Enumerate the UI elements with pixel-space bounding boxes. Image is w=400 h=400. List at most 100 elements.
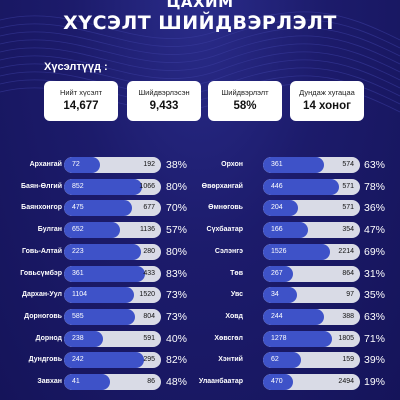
total-value-label: 159 [342, 356, 354, 364]
bar-fill-resolved [263, 330, 332, 347]
bar-track-total: 1278 1805 [263, 330, 360, 347]
bar-fill-resolved [263, 265, 293, 282]
resolved-value-label: 223 [72, 247, 84, 255]
percent-label: 78% [364, 180, 386, 193]
percent-label: 69% [364, 245, 386, 258]
resolved-value-label: 585 [72, 312, 84, 320]
page-title-line-1: ЦАХИМ [166, 0, 234, 11]
bar-track-total: 41 86 [64, 374, 161, 390]
resolved-value-label: 652 [72, 226, 84, 234]
resolved-value-label: 1104 [72, 291, 88, 299]
bar-fill-resolved [64, 374, 110, 390]
stat-card-value: 14,677 [63, 100, 99, 112]
bar-fill-resolved [263, 374, 293, 390]
resolved-value-label: 1278 [271, 334, 287, 342]
bar-track-total: 652 1136 [64, 222, 161, 239]
percent-label: 73% [166, 310, 188, 323]
resolved-value-label: 446 [271, 182, 283, 190]
total-value-label: 1805 [338, 334, 354, 342]
aimag-name: Булган [37, 226, 62, 234]
total-value-label: 295 [143, 356, 155, 364]
bar-fill-resolved [263, 222, 308, 239]
stat-card-label: Нийт хүсэлт [59, 88, 103, 97]
bar-fill-resolved [64, 243, 141, 260]
bar-track-total: 585 804 [64, 308, 161, 325]
page-title-line-2: ХҮСЭЛТ ШИЙДВЭРЛЭЛТ [63, 12, 337, 34]
bar-fill-resolved [64, 308, 135, 325]
total-value-label: 571 [342, 204, 354, 212]
aimag-name: Дундговь [28, 356, 62, 364]
bar-fill-resolved [263, 243, 330, 260]
total-value-label: 574 [342, 161, 354, 168]
total-value-label: 571 [342, 182, 354, 190]
stat-card-label: Дундаж хугацаа [299, 88, 355, 97]
aimag-name: Төв [230, 269, 243, 277]
percent-label: 57% [166, 224, 188, 237]
percent-label: 71% [364, 332, 386, 345]
bar-fill-resolved [64, 352, 144, 369]
stat-card-resolution-rate: Шийдвэрлэлт 58% [208, 81, 282, 121]
resolved-value-label: 242 [72, 356, 84, 364]
requests-section-label: Хүсэлтүүд : [44, 61, 108, 73]
aimag-name: Баянхонгор [21, 204, 62, 212]
aimag-name: Завхан [37, 378, 62, 385]
percent-label: 70% [166, 202, 188, 215]
total-value-label: 354 [342, 226, 354, 234]
total-value-label: 804 [143, 312, 155, 320]
resolved-value-label: 166 [271, 226, 283, 234]
bar-fill-resolved [64, 222, 120, 239]
stat-card-label: Шийдвэрлэлт [221, 88, 269, 97]
stat-card-value: 9,433 [149, 100, 179, 112]
aimag-name: Увс [230, 291, 243, 299]
aimag-name: Сүхбаатар [206, 226, 243, 234]
bar-track-total: 1104 1520 [64, 287, 161, 304]
total-value-label: 591 [143, 334, 155, 342]
percent-label: 36% [364, 202, 386, 215]
percent-label: 63% [364, 159, 386, 171]
aimag-name: Хөвсгөл [214, 334, 243, 342]
total-value-label: 1066 [139, 182, 155, 190]
stat-card-total-requests: Нийт хүсэлт 14,677 [44, 81, 118, 121]
resolved-value-label: 852 [72, 182, 84, 190]
aimag-name: Дорнод [35, 334, 62, 342]
resolved-value-label: 238 [72, 334, 84, 342]
total-value-label: 97 [346, 291, 354, 299]
total-value-label: 1520 [139, 291, 155, 299]
percent-label: 47% [364, 224, 386, 237]
bar-track-total: 446 571 [263, 178, 360, 195]
bar-fill-resolved [263, 157, 324, 173]
total-value-label: 86 [147, 378, 155, 385]
bar-fill-resolved [263, 352, 301, 369]
resolved-value-label: 72 [72, 161, 80, 168]
resolved-value-label: 470 [271, 378, 283, 385]
bar-track-total: 1526 2214 [263, 243, 360, 260]
bar-fill-resolved [263, 178, 339, 195]
total-value-label: 1136 [139, 226, 155, 234]
bar-fill-resolved [64, 265, 145, 282]
resolved-value-label: 204 [271, 204, 283, 212]
percent-label: 38% [166, 159, 188, 171]
bar-track-total: 475 677 [64, 200, 161, 217]
resolved-value-label: 361 [72, 269, 84, 277]
bar-track-total: 361 574 [263, 157, 360, 173]
resolved-value-label: 361 [271, 161, 283, 168]
bar-fill-resolved [263, 200, 298, 217]
aimag-name: Говьсүмбэр [20, 269, 62, 277]
bar-track-total: 267 864 [263, 265, 360, 282]
resolved-value-label: 475 [72, 204, 84, 212]
bar-track-total: 72 192 [64, 157, 161, 173]
aimag-name: Дорноговь [24, 312, 62, 320]
percent-label: 31% [364, 267, 386, 280]
aimag-name: Улаанбаатар [198, 378, 243, 385]
percent-label: 80% [166, 245, 188, 258]
bar-track-total: 852 1066 [64, 178, 161, 195]
percent-label: 73% [166, 289, 188, 302]
total-value-label: 433 [143, 269, 155, 277]
resolved-value-label: 1526 [271, 247, 287, 255]
bar-fill-resolved [263, 308, 324, 325]
percent-label: 39% [364, 354, 386, 367]
stat-card-resolved: Шийдвэрлэсэн 9,433 [127, 81, 201, 121]
aimag-name: Өвөрхангай [201, 182, 243, 190]
bar-fill-resolved [64, 200, 132, 217]
total-value-label: 2214 [338, 247, 354, 255]
